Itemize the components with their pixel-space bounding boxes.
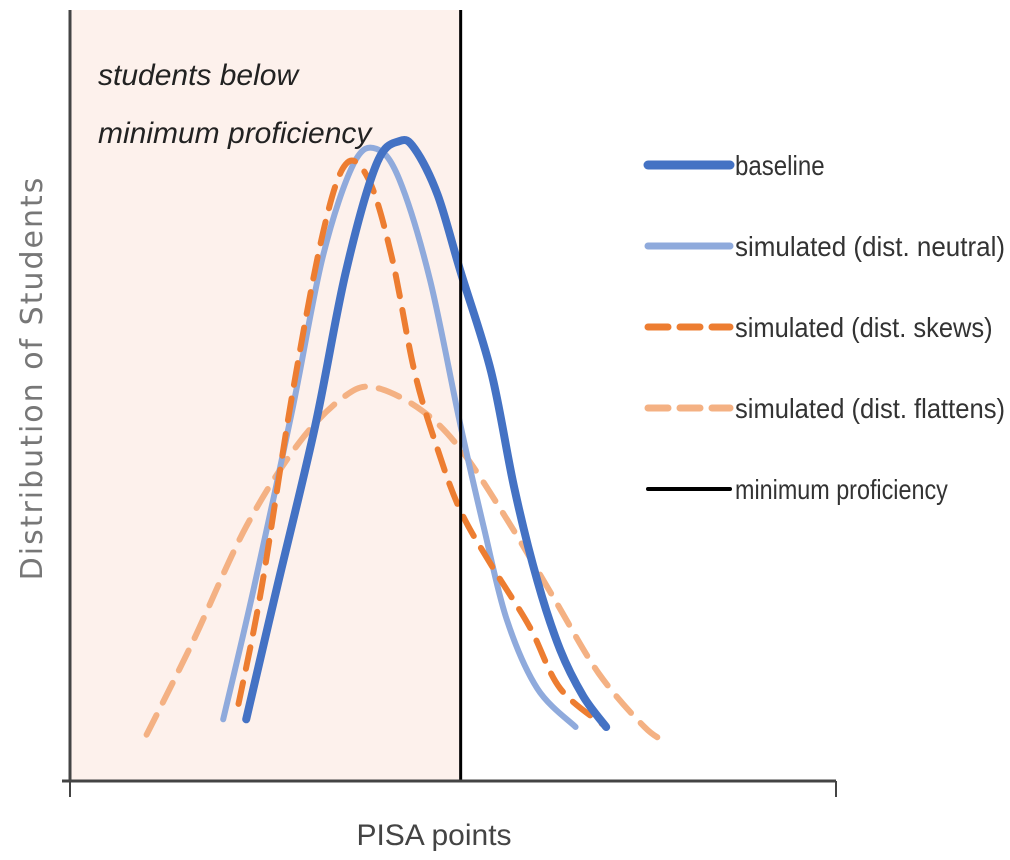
legend-label-4: simulated (dist. flattens): [735, 393, 1005, 424]
series-line-2: [220, 144, 579, 730]
series-line-1: [242, 135, 611, 731]
annotation-line-1: students below: [98, 59, 300, 92]
x-axis-label: PISA points: [356, 819, 511, 852]
legend-label-3: simulated (dist. skews): [735, 312, 993, 343]
series-line-4: [143, 383, 671, 746]
legend-label-1: baseline: [735, 150, 825, 181]
annotation-line-2: minimum proficiency: [98, 117, 373, 150]
legend-label-2: simulated (dist. neutral): [735, 231, 1005, 262]
y-axis-label: Distribution of Students: [15, 176, 50, 581]
legend-label-5: minimum proficiency: [735, 474, 948, 505]
series-line-3: [235, 157, 610, 730]
